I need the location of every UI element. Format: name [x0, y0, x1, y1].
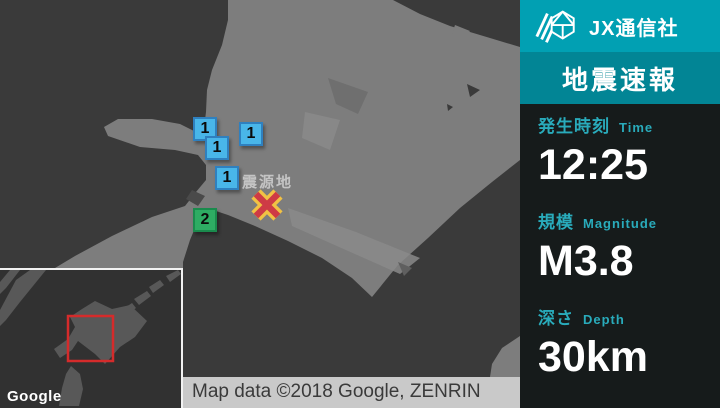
field-depth: 深さ Depth 30km — [538, 304, 716, 379]
map-attribution: Map data ©2018 Google, ZENRIN — [183, 377, 520, 408]
brand-name: JX通信社 — [589, 17, 679, 40]
epicenter-label: 震源地 — [242, 174, 294, 191]
magnitude-label-jp: 規模 — [538, 213, 574, 232]
jx-hexagon-logo-icon — [535, 10, 575, 43]
alert-title: 地震速報 — [561, 64, 678, 95]
intensity-marker[interactable]: 1 — [215, 166, 239, 190]
depth-value: 30km — [538, 333, 648, 381]
inset-region-rect — [66, 314, 115, 363]
google-logo: Google — [7, 388, 62, 405]
intensity-marker[interactable]: 1 — [239, 122, 263, 146]
time-label-en: Time — [619, 120, 654, 135]
brand-header: JX通信社 — [520, 0, 720, 52]
time-value: 12:25 — [538, 141, 648, 189]
magnitude-label-en: Magnitude — [583, 216, 657, 231]
intensity-marker[interactable]: 1 — [205, 136, 229, 160]
inset-overview-map: Google — [0, 268, 183, 408]
inset-map-shapes — [0, 270, 181, 406]
magnitude-value: M3.8 — [538, 237, 634, 285]
alert-sidebar: JX通信社 地震速報 発生時刻 Time 12:25 規模 Magnitude … — [520, 0, 720, 408]
epicenter-x-icon — [251, 189, 283, 221]
field-time: 発生時刻 Time 12:25 — [538, 112, 716, 187]
depth-label-en: Depth — [583, 312, 625, 327]
alert-title-band: 地震速報 — [520, 52, 720, 104]
intensity-marker[interactable]: 2 — [193, 208, 217, 232]
time-label-jp: 発生時刻 — [538, 117, 610, 136]
depth-label-jp: 深さ — [538, 309, 574, 328]
field-magnitude: 規模 Magnitude M3.8 — [538, 208, 716, 283]
